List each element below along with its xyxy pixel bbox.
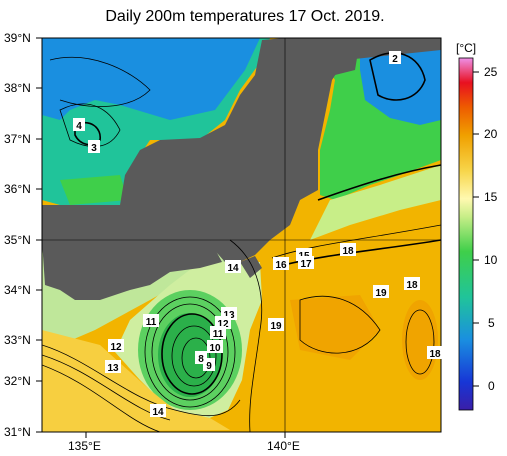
contour-label: 16 — [275, 260, 287, 271]
map-field — [42, 38, 441, 432]
lat-label-32: 32°N — [4, 374, 31, 388]
contour-label: 8 — [198, 354, 204, 365]
sado-island — [330, 40, 360, 75]
contour-lines — [42, 52, 441, 432]
cold-eddy-core — [158, 313, 222, 397]
contour-label: 4 — [76, 121, 82, 132]
contour-label: 12 — [217, 319, 229, 330]
contour-label: 13 — [223, 310, 235, 321]
contour-label: 18 — [429, 349, 441, 360]
lat-label-37: 37°N — [4, 132, 31, 146]
lat-label-39: 39°N — [4, 31, 31, 45]
lat-label-36: 36°N — [4, 182, 31, 196]
lat-label-33: 33°N — [4, 333, 31, 347]
contour-label: 2 — [392, 54, 398, 65]
contour-label: 18 — [342, 246, 354, 257]
lat-label-31: 31°N — [4, 425, 31, 439]
map-title: Daily 200m temperatures 17 Oct. 2019. — [105, 8, 385, 25]
contour-label: 11 — [146, 317, 157, 328]
contour-label: 11 — [213, 329, 224, 340]
contour-label: 9 — [206, 361, 212, 372]
awaji-island — [42, 245, 70, 262]
lat-label-35: 35°N — [4, 233, 31, 247]
colorbar-tick: 5 — [488, 316, 495, 330]
colorbar-tick: 0 — [488, 379, 495, 393]
lat-label-34: 34°N — [4, 283, 31, 297]
contour-label: 14 — [227, 263, 239, 274]
kii-peninsula — [42, 240, 222, 300]
contour-label: 18 — [406, 280, 418, 291]
warm-south — [42, 330, 230, 432]
colorbar-tick: 20 — [484, 127, 498, 141]
ne-blue — [360, 38, 441, 125]
north-colder — [42, 38, 260, 120]
contour-label: 3 — [91, 143, 97, 154]
contour-label: 10 — [209, 343, 221, 354]
lat-ticks — [36, 37, 286, 438]
lon-label-140: 140°E — [267, 439, 300, 453]
colorbar-tick: 10 — [484, 253, 498, 267]
contour-label: 12 — [110, 342, 122, 353]
contour-label: 13 — [107, 363, 119, 374]
contour-labels: 2 4 3 14 16 15 17 18 19 18 11 13 12 11 1… — [73, 51, 443, 418]
warm-core-east — [402, 300, 438, 380]
contour-label: 17 — [300, 259, 312, 270]
colorbar-unit: [°C] — [456, 41, 476, 55]
contour-label: 19 — [270, 321, 282, 332]
warm-core — [290, 295, 380, 360]
colorbar-tick: 15 — [484, 190, 498, 204]
colorbar-scale — [458, 57, 474, 411]
colorbar-tick: 25 — [484, 65, 498, 79]
lat-label-38: 38°N — [4, 81, 31, 95]
lon-label-135: 135°E — [68, 439, 101, 453]
west-green — [60, 175, 128, 205]
japan-land — [42, 38, 441, 262]
front-transition — [310, 165, 441, 240]
izu-peninsula — [240, 256, 262, 278]
contour-label: 19 — [375, 288, 387, 299]
contour-label: 14 — [152, 407, 164, 418]
colorbar: [°C] 25 20 15 10 5 0 — [456, 41, 498, 411]
graticule — [42, 38, 441, 432]
map-frame — [41, 37, 442, 433]
